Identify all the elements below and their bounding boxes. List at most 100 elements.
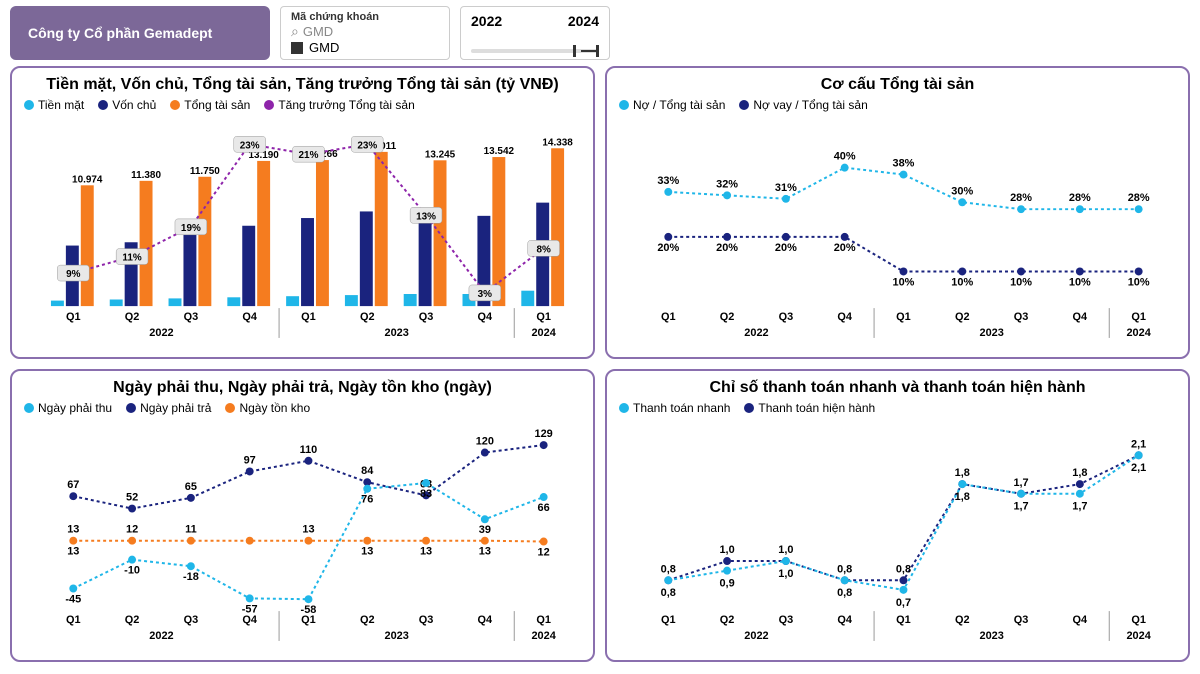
svg-text:10%: 10% — [951, 276, 973, 288]
svg-text:84: 84 — [361, 465, 374, 477]
svg-text:3%: 3% — [478, 289, 493, 300]
legend-label: Tăng trưởng Tổng tài sản — [278, 98, 414, 112]
svg-text:-10: -10 — [124, 565, 140, 577]
svg-text:19%: 19% — [181, 223, 201, 234]
filter-selected-value[interactable]: GMD — [291, 40, 439, 55]
svg-text:Q4: Q4 — [478, 614, 494, 626]
svg-text:10%: 10% — [1128, 276, 1150, 288]
legend-label: Ngày tồn kho — [239, 401, 310, 415]
panel-assets: Tiền mặt, Vốn chủ, Tổng tài sản, Tăng tr… — [10, 66, 595, 359]
legend-item: Tổng tài sản — [170, 98, 250, 112]
svg-text:33%: 33% — [657, 175, 679, 187]
svg-text:20%: 20% — [834, 242, 856, 254]
panel-structure-legend: Nợ / Tổng tài sản Nợ vay / Tổng tài sản — [619, 98, 1176, 112]
svg-text:Q2: Q2 — [720, 311, 735, 323]
legend-item: Thanh toán hiện hành — [744, 401, 875, 415]
legend-label: Tổng tài sản — [184, 98, 250, 112]
legend-item: Nợ vay / Tổng tài sản — [739, 98, 867, 112]
panel-assets-title: Tiền mặt, Vốn chủ, Tổng tài sản, Tăng tr… — [24, 76, 581, 94]
legend-label: Thanh toán nhanh — [633, 401, 730, 415]
svg-text:2023: 2023 — [979, 630, 1003, 642]
svg-text:Q4: Q4 — [242, 311, 258, 323]
svg-text:2024: 2024 — [1126, 327, 1151, 339]
svg-text:0,8: 0,8 — [837, 587, 852, 599]
filter-search-input[interactable]: GMD — [291, 23, 439, 40]
svg-text:38%: 38% — [893, 158, 915, 170]
svg-text:Q1: Q1 — [661, 614, 676, 626]
company-button[interactable]: Công ty Cổ phần Gemadept — [10, 6, 270, 60]
svg-text:2022: 2022 — [744, 630, 768, 642]
svg-text:23%: 23% — [240, 140, 260, 151]
svg-text:Q2: Q2 — [125, 311, 140, 323]
panel-days: Ngày phải thu, Ngày phải trả, Ngày tồn k… — [10, 369, 595, 662]
svg-text:Q3: Q3 — [419, 614, 434, 626]
svg-text:20%: 20% — [716, 242, 738, 254]
svg-text:10%: 10% — [893, 276, 915, 288]
svg-text:11: 11 — [185, 524, 197, 536]
panel-ratios: Chỉ số thanh toán nhanh và thanh toán hi… — [605, 369, 1190, 662]
svg-text:39: 39 — [479, 524, 491, 536]
legend-label: Ngày phải trả — [140, 401, 211, 415]
chart-days: 6752659711084681201291313131312-45-10-18… — [24, 419, 581, 652]
svg-text:1,0: 1,0 — [719, 544, 734, 556]
panel-assets-legend: Tiền mặt Vốn chủ Tổng tài sản Tăng trưởng T… — [24, 98, 581, 112]
svg-text:129: 129 — [535, 428, 553, 440]
svg-text:23%: 23% — [357, 140, 377, 151]
svg-text:Q4: Q4 — [1073, 614, 1089, 626]
svg-text:2023: 2023 — [384, 630, 408, 642]
svg-text:-18: -18 — [183, 571, 199, 583]
svg-text:1,7: 1,7 — [1013, 477, 1028, 489]
year-range-filter[interactable]: 2022 2024 — [460, 6, 610, 60]
svg-text:32%: 32% — [716, 178, 738, 190]
year-to: 2024 — [568, 13, 599, 29]
year-slider[interactable] — [471, 49, 599, 53]
svg-text:0,7: 0,7 — [896, 597, 911, 609]
svg-text:110: 110 — [300, 444, 318, 456]
svg-text:Q3: Q3 — [779, 614, 794, 626]
svg-text:31%: 31% — [775, 182, 797, 194]
svg-text:20%: 20% — [657, 242, 679, 254]
svg-text:Q1: Q1 — [896, 311, 911, 323]
panel-ratios-legend: Thanh toán nhanh Thanh toán hiện hành — [619, 401, 1176, 415]
svg-text:Q3: Q3 — [1014, 614, 1029, 626]
svg-text:0,8: 0,8 — [837, 563, 852, 575]
svg-text:Q2: Q2 — [360, 614, 375, 626]
svg-text:Q1: Q1 — [301, 311, 316, 323]
year-from: 2022 — [471, 13, 502, 29]
svg-text:Q1: Q1 — [1131, 614, 1146, 626]
svg-text:2024: 2024 — [531, 630, 556, 642]
header-bar: Công ty Cổ phần Gemadept Mã chứng khoán … — [0, 0, 1200, 66]
svg-text:20%: 20% — [775, 242, 797, 254]
legend-item: Vốn chủ — [98, 98, 156, 112]
svg-text:2,1: 2,1 — [1131, 462, 1146, 474]
panel-structure: Cơ cấu Tổng tài sản Nợ / Tổng tài sảnNợ … — [605, 66, 1190, 359]
svg-text:11%: 11% — [122, 253, 142, 264]
legend-item: Thanh toán nhanh — [619, 401, 730, 415]
svg-text:11.380: 11.380 — [131, 170, 161, 181]
svg-text:0,8: 0,8 — [896, 563, 911, 575]
svg-text:Q3: Q3 — [419, 311, 434, 323]
chart-assets: 10.97411.38011.75013.19013.26614.01113.2… — [24, 116, 581, 349]
legend-label: Nợ vay / Tổng tài sản — [753, 98, 867, 112]
svg-text:30%: 30% — [951, 185, 973, 197]
svg-text:0,8: 0,8 — [661, 587, 676, 599]
svg-text:2024: 2024 — [1126, 630, 1151, 642]
svg-text:Q4: Q4 — [837, 614, 853, 626]
svg-text:Q1: Q1 — [66, 311, 81, 323]
svg-text:52: 52 — [126, 492, 138, 504]
svg-text:13.542: 13.542 — [484, 146, 515, 157]
svg-text:13: 13 — [361, 546, 373, 558]
svg-text:Q2: Q2 — [955, 311, 970, 323]
svg-text:65: 65 — [185, 481, 197, 493]
legend-item: Tiền mặt — [24, 98, 84, 112]
svg-text:13%: 13% — [416, 211, 436, 222]
svg-text:13: 13 — [67, 546, 79, 558]
stock-filter[interactable]: Mã chứng khoán GMD GMD — [280, 6, 450, 60]
svg-text:Q1: Q1 — [536, 311, 551, 323]
legend-label: Tiền mặt — [38, 98, 84, 112]
svg-text:12: 12 — [126, 524, 138, 536]
legend-item: Nợ / Tổng tài sản — [619, 98, 725, 112]
legend-dot — [98, 100, 108, 110]
svg-text:0,9: 0,9 — [719, 578, 734, 590]
legend-label: Ngày phải thu — [38, 401, 112, 415]
